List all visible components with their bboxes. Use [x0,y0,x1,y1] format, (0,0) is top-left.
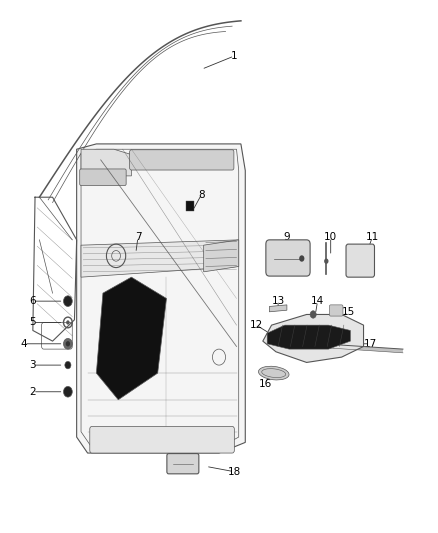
Text: 9: 9 [283,232,290,242]
Circle shape [66,341,70,346]
Circle shape [324,259,328,264]
Circle shape [65,361,71,369]
FancyBboxPatch shape [167,454,199,474]
Text: 13: 13 [272,296,285,306]
Text: 18: 18 [228,467,241,477]
Text: 14: 14 [311,296,324,306]
Text: 8: 8 [198,190,205,199]
Polygon shape [96,277,166,400]
Circle shape [299,255,304,262]
Text: 3: 3 [29,360,36,370]
Text: 5: 5 [29,318,36,327]
FancyBboxPatch shape [266,240,310,276]
Polygon shape [269,305,287,312]
Polygon shape [77,144,245,453]
Bar [186,201,194,211]
Circle shape [310,311,316,318]
Text: 16: 16 [258,379,272,389]
Text: 1: 1 [231,51,238,61]
FancyBboxPatch shape [80,169,126,185]
Text: 15: 15 [342,307,355,317]
FancyBboxPatch shape [346,244,374,277]
Text: 17: 17 [364,339,377,349]
Polygon shape [263,314,364,362]
FancyBboxPatch shape [90,426,234,453]
Text: 2: 2 [29,387,36,397]
Circle shape [64,386,72,397]
FancyBboxPatch shape [130,150,234,170]
Text: 4: 4 [21,339,28,349]
Polygon shape [81,240,239,277]
FancyBboxPatch shape [329,305,343,316]
Circle shape [64,296,72,306]
Text: 12: 12 [250,320,263,330]
Ellipse shape [258,366,289,380]
Polygon shape [81,149,131,176]
Circle shape [64,338,72,349]
Polygon shape [267,325,350,349]
Polygon shape [204,240,239,272]
Circle shape [66,320,70,325]
Text: 11: 11 [366,232,379,242]
Text: 6: 6 [29,296,36,306]
Text: 7: 7 [134,232,141,242]
Text: 10: 10 [324,232,337,242]
